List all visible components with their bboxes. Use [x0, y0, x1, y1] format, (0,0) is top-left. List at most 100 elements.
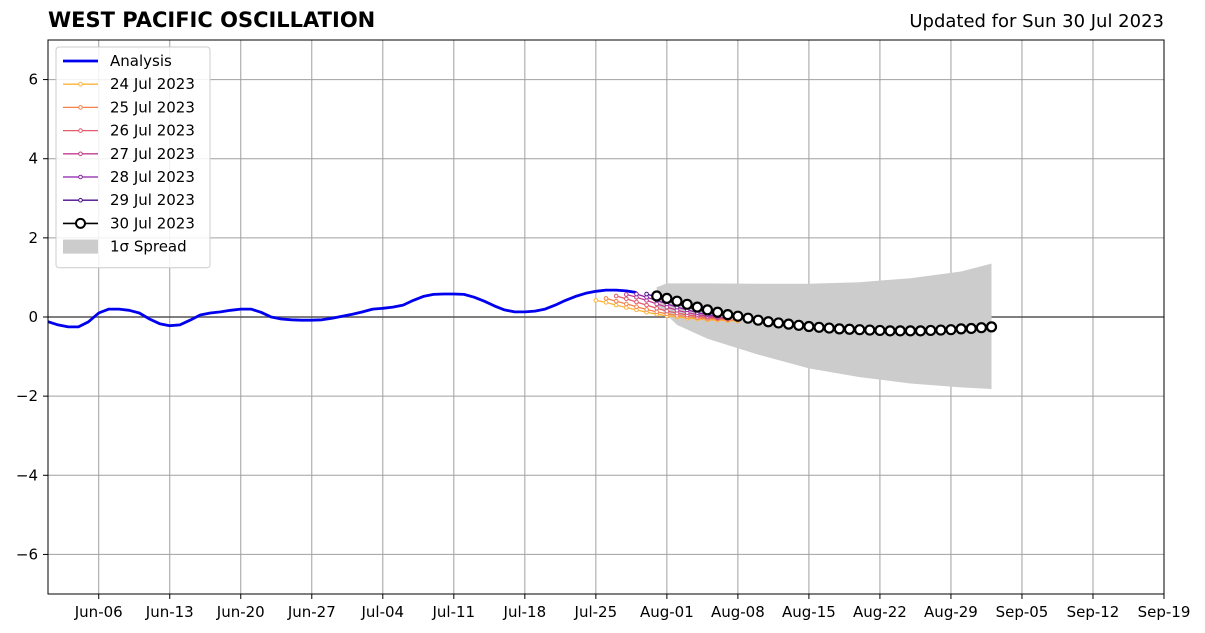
latest-forecast-point: [965, 322, 977, 335]
forecast-point: [623, 296, 629, 302]
latest-forecast-point: [985, 321, 998, 333]
legend-label: 25 Jul 2023: [110, 98, 195, 116]
legend-label: 30 Jul 2023: [110, 214, 195, 232]
latest-forecast-point: [894, 325, 906, 337]
chart-title: WEST PACIFIC OSCILLATION: [48, 8, 376, 32]
latest-forecast-point: [925, 324, 937, 337]
forecast-point: [644, 302, 649, 308]
latest-forecast-point: [681, 298, 693, 310]
latest-forecast-point: [752, 314, 764, 326]
latest-forecast-point: [904, 325, 916, 337]
y-tick-label: −6: [16, 545, 38, 563]
latest-forecast-point: [671, 295, 683, 307]
legend-label: 27 Jul 2023: [110, 145, 195, 163]
x-tick-label: Sep-19: [1138, 603, 1191, 621]
forecast-point: [593, 298, 599, 303]
legend-swatch-marker: [78, 105, 83, 110]
forecast-point: [623, 301, 629, 307]
legend-swatch-marker: [78, 174, 83, 180]
forecast-point: [613, 298, 619, 304]
x-tick-label: Jul-11: [432, 603, 476, 621]
x-tick-label: Aug-29: [924, 603, 978, 621]
forecast-point: [654, 309, 660, 315]
legend-label: 26 Jul 2023: [110, 122, 195, 140]
latest-forecast-point: [935, 324, 947, 336]
analysis-line: [47, 288, 637, 329]
latest-forecast-point: [813, 321, 825, 333]
forecast-point: [634, 299, 639, 305]
x-tick-label: Aug-15: [782, 603, 836, 621]
latest-forecast-point: [945, 324, 957, 336]
latest-forecast-point: [691, 301, 703, 313]
latest-forecast-point: [701, 304, 714, 316]
x-tick-label: Jul-04: [360, 603, 404, 621]
x-tick-label: Aug-01: [640, 603, 694, 621]
legend-swatch-marker: [78, 197, 83, 203]
latest-forecast-point: [651, 290, 663, 302]
latest-forecast-point: [772, 317, 785, 329]
y-tick-label: 0: [28, 308, 38, 326]
latest-forecast-point: [864, 324, 876, 336]
legend-swatch-marker: [78, 128, 83, 133]
x-tick-label: Jun-27: [287, 603, 336, 621]
x-tick-label: Aug-08: [711, 603, 765, 621]
x-tick-label: Sep-05: [996, 603, 1049, 621]
latest-forecast-point: [803, 320, 815, 333]
forecast-point: [613, 302, 619, 308]
latest-forecast-point: [793, 319, 805, 331]
forecast-point: [644, 307, 649, 312]
forecast-point: [664, 308, 670, 314]
latest-forecast-point: [661, 292, 673, 305]
legend-label: Analysis: [110, 52, 172, 70]
forecast-point: [654, 305, 660, 311]
forecast-point: [634, 304, 639, 310]
forecast-point: [603, 300, 609, 305]
x-tick-label: Sep-12: [1067, 603, 1120, 621]
x-tick-label: Jul-25: [574, 603, 618, 621]
y-tick-label: −4: [16, 466, 38, 484]
y-tick-label: 2: [28, 229, 38, 247]
forecast-point: [634, 291, 639, 297]
latest-forecast-point: [955, 323, 967, 335]
y-tick-label: 6: [28, 71, 38, 89]
x-tick-label: Jun-20: [216, 603, 265, 621]
latest-forecast-point: [843, 323, 856, 335]
forecast-point: [644, 291, 649, 297]
forecast-point: [623, 292, 629, 297]
x-tick-label: Jun-13: [145, 603, 194, 621]
legend-swatch-marker: [78, 151, 83, 157]
latest-forecast-point: [762, 316, 774, 328]
x-tick-label: Aug-22: [853, 603, 907, 621]
latest-forecast-point: [874, 324, 886, 337]
legend-label: 29 Jul 2023: [110, 191, 195, 209]
latest-forecast-point: [914, 325, 927, 337]
legend-label: 24 Jul 2023: [110, 75, 195, 93]
legend-label: 28 Jul 2023: [110, 168, 195, 186]
legend-swatch-marker: [78, 81, 83, 87]
latest-forecast-point: [722, 309, 734, 321]
x-tick-label: Jul-18: [503, 603, 547, 621]
latest-forecast-point: [823, 322, 835, 334]
legend-swatch-marker: [75, 217, 86, 229]
forecast-point: [654, 301, 660, 307]
latest-forecast-point: [783, 318, 795, 330]
forecast-point: [623, 305, 629, 310]
latest-forecast-point: [854, 324, 866, 336]
forecast-point: [613, 293, 619, 299]
y-tick-label: 4: [28, 150, 38, 168]
latest-forecast-point: [884, 325, 896, 337]
x-tick-label: Jun-06: [74, 603, 123, 621]
latest-forecast-point: [711, 306, 724, 318]
legend-box: [55, 46, 211, 269]
legend-swatch-patch: [63, 239, 98, 254]
chart-subtitle: Updated for Sun 30 Jul 2023: [909, 11, 1164, 32]
forecast-point: [603, 296, 609, 301]
y-tick-label: −2: [16, 387, 38, 405]
latest-forecast-point: [732, 310, 744, 322]
legend-label: 1σ Spread: [110, 238, 187, 256]
latest-forecast-point: [833, 323, 845, 335]
latest-forecast-point: [975, 322, 987, 334]
latest-forecast-point: [742, 312, 754, 324]
